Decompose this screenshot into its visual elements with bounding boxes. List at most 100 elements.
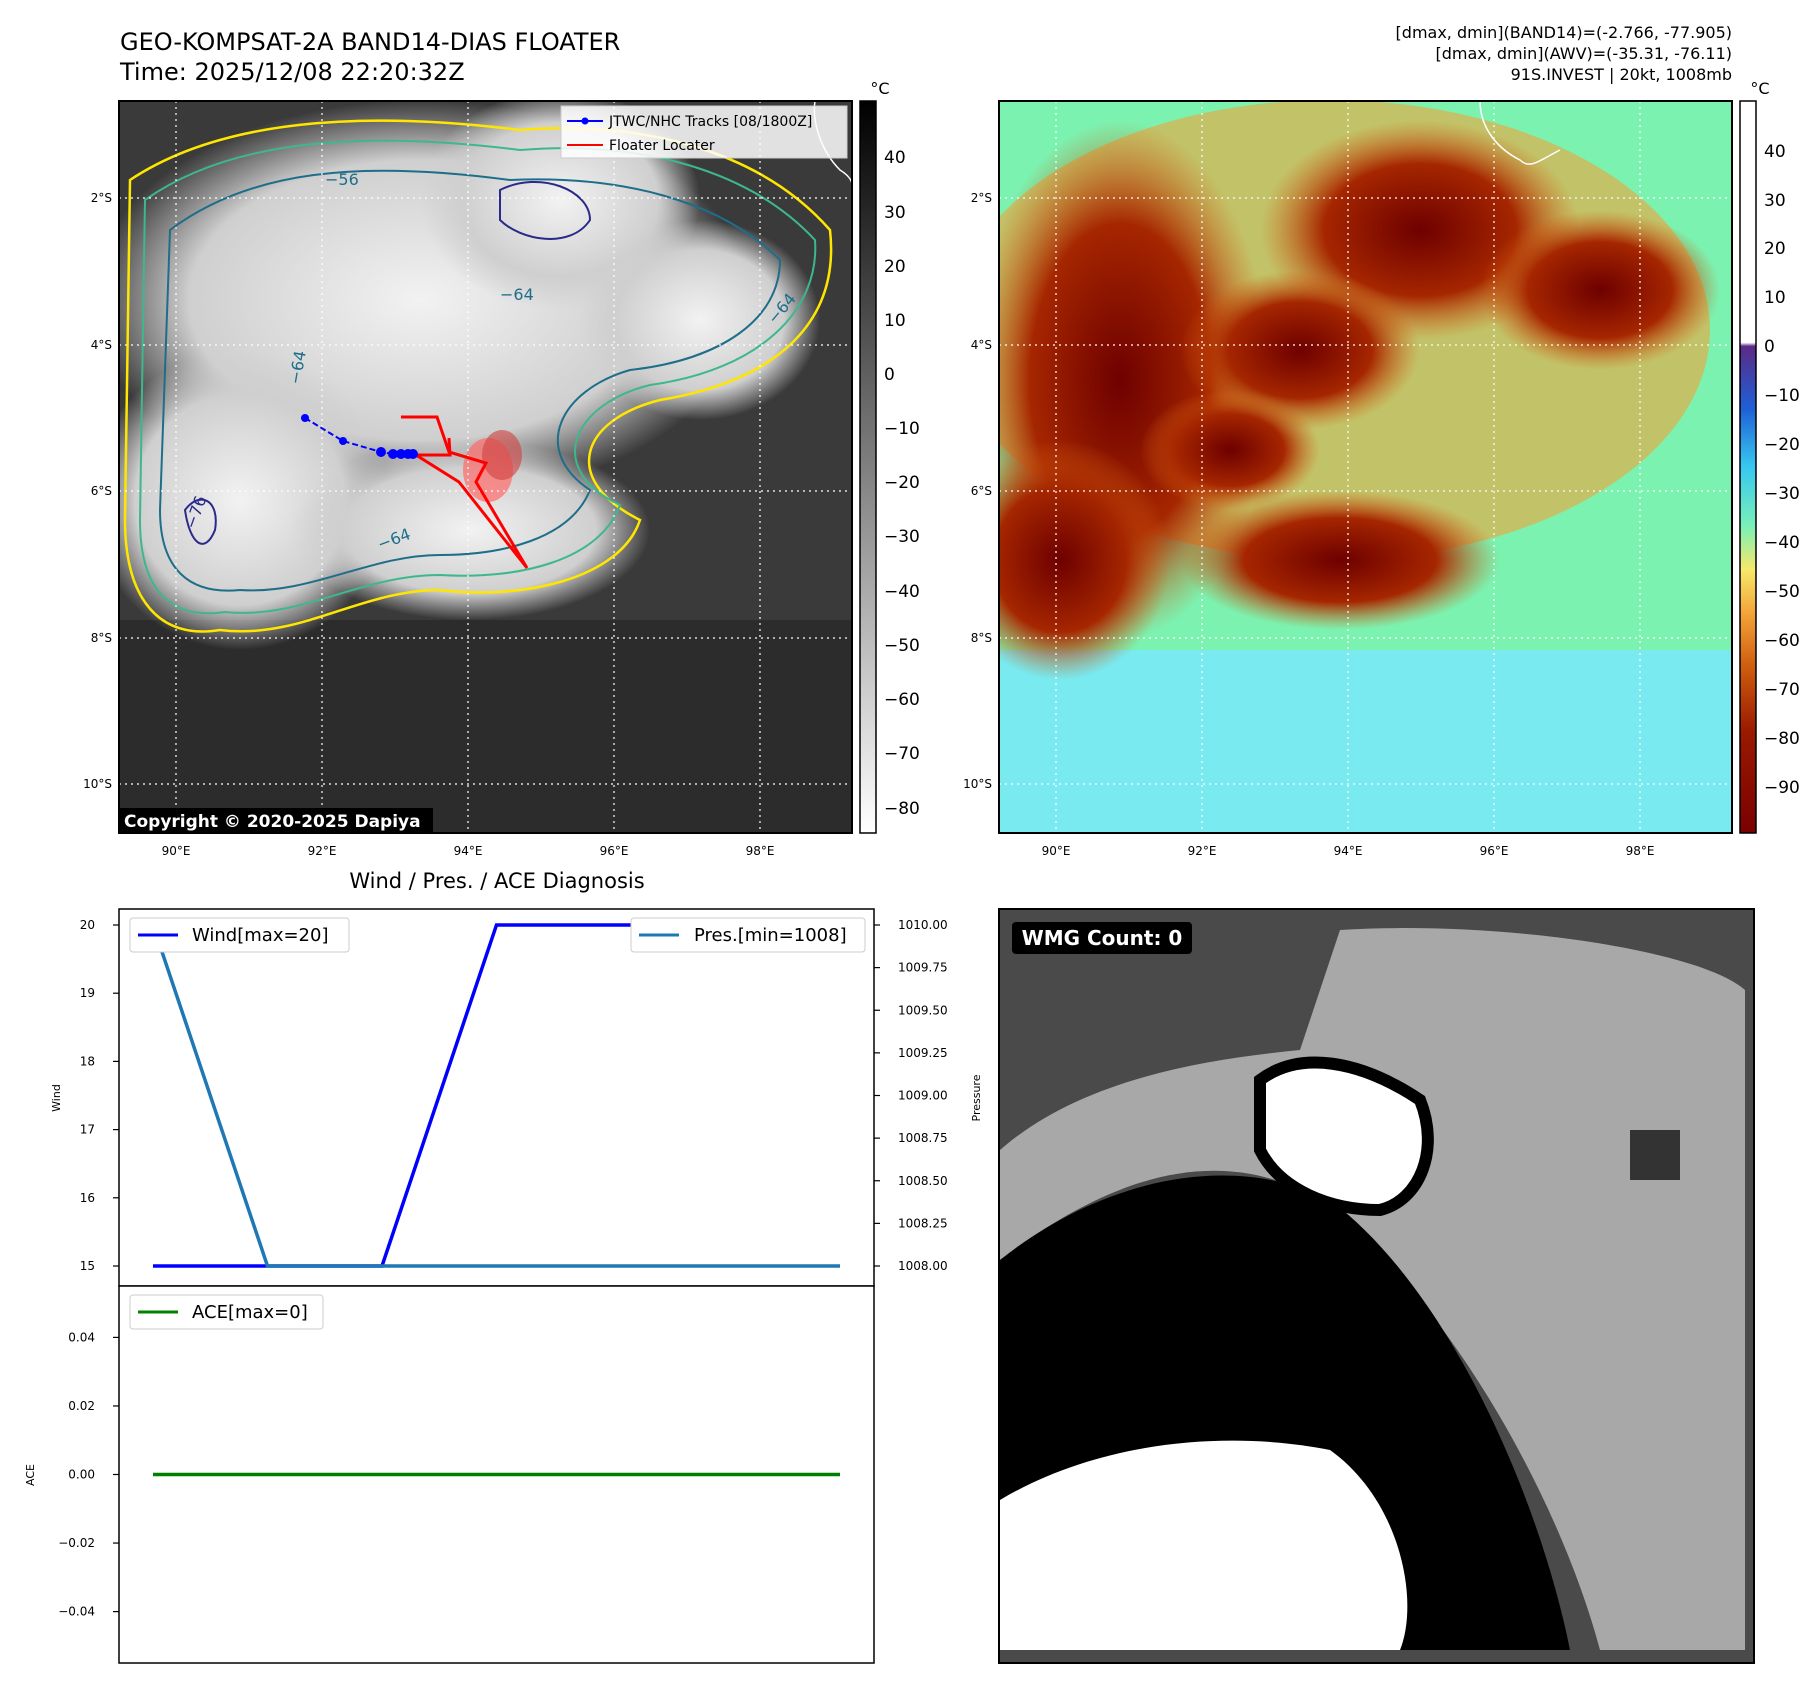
lon-label: 98°E — [1626, 844, 1655, 858]
colorbar-tick: −50 — [1764, 582, 1800, 602]
colorbar-tick: −40 — [1764, 533, 1800, 553]
legend-label-ace: ACE[max=0] — [192, 1302, 308, 1323]
ace-tick-label: 0.02 — [68, 1399, 95, 1413]
colorbar-tick: −80 — [884, 799, 920, 819]
ace-tick-label: 0.00 — [68, 1468, 95, 1482]
floater-locater-line — [401, 415, 529, 569]
color-frame — [998, 100, 1733, 834]
pressure-series-line — [151, 924, 840, 1268]
wind-tick-label: 17 — [80, 1123, 95, 1137]
colorbar-tick: −40 — [884, 582, 920, 602]
pressure-tick-label: 1008.75 — [898, 1131, 948, 1145]
lon-label: 94°E — [454, 844, 483, 858]
colorbar-tick: −30 — [884, 527, 920, 547]
diagnosis-title: Wind / Pres. / ACE Diagnosis — [349, 869, 644, 893]
ir-colorbar-ticks: 40 30 20 10 0 −10 −20 −30 −40 −50 −60 −7… — [884, 148, 920, 819]
lon-label: 96°E — [1480, 844, 1509, 858]
lat-label: 6°S — [971, 484, 992, 498]
colorbar-tick: 0 — [884, 365, 895, 385]
pressure-tick-label: 1008.50 — [898, 1174, 948, 1188]
lat-label: 10°S — [83, 777, 112, 791]
ir-axis-labels: 90°E 92°E 94°E 96°E 98°E 2°S 4°S 6°S 8°S… — [83, 191, 774, 858]
ace-tick-label: −0.04 — [58, 1605, 95, 1619]
color-colorbar-ticks: 40 30 20 10 0 −10 −20 −30 −40 −50 −60 −7… — [1764, 142, 1800, 798]
copyright-label: Copyright © 2020-2025 Dapiya — [124, 812, 421, 832]
ir-panel: −64 −76 −64 −64 −56 −64 Copyright © 2020… — [83, 79, 920, 858]
lon-label: 96°E — [600, 844, 629, 858]
pressure-tick-label: 1009.25 — [898, 1046, 948, 1060]
wind-tick-label: 15 — [80, 1259, 95, 1273]
lat-label: 10°S — [963, 777, 992, 791]
wmg-count-label: WMG Count: 0 — [1022, 926, 1183, 950]
pressure-tick-label: 1008.00 — [898, 1259, 948, 1273]
wmg-panel: WMG Count: 0 — [998, 908, 1755, 1664]
wind-tick-label: 18 — [80, 1054, 95, 1068]
figure-title-line2: Time: 2025/12/08 22:20:32Z — [119, 58, 465, 86]
pressure-tick-label: 1008.25 — [898, 1216, 948, 1230]
lon-label: 94°E — [1334, 844, 1363, 858]
wind-legend: Wind[max=20] — [129, 917, 350, 953]
pressure-tick-label: 1009.00 — [898, 1089, 948, 1103]
wind-axis-label: Wind — [50, 1084, 63, 1112]
lat-label: 6°S — [91, 484, 112, 498]
ace-legend: ACE[max=0] — [129, 1294, 324, 1330]
colorbar-tick: −50 — [884, 636, 920, 656]
ace-tick-label: −0.02 — [58, 1536, 95, 1550]
lon-label: 98°E — [746, 844, 775, 858]
contour-label: −56 — [325, 170, 359, 189]
lon-label: 92°E — [1188, 844, 1217, 858]
legend-label-locater: Floater Locater — [609, 138, 715, 154]
ace-tick-label: 0.04 — [68, 1330, 95, 1344]
colorbar-tick: 20 — [1764, 239, 1786, 259]
lon-label: 90°E — [162, 844, 191, 858]
lat-label: 8°S — [971, 631, 992, 645]
colorbar-tick: 40 — [884, 148, 906, 168]
color-colorbar-unit: °C — [1750, 79, 1769, 98]
ace-chart: ACE −0.04 −0.02 0.00 0.02 0.04 ACE[max=0] — [24, 1285, 875, 1664]
colorbar-tick: −60 — [1764, 631, 1800, 651]
lat-label: 4°S — [91, 338, 112, 352]
wmg-frame — [998, 908, 1755, 1664]
colorbar-tick: −70 — [1764, 680, 1800, 700]
info-line1: [dmax, dmin](BAND14)=(-2.766, -77.905) — [1396, 23, 1732, 42]
colorbar-tick: −90 — [1764, 778, 1800, 798]
legend-label-track: JTWC/NHC Tracks [08/1800Z] — [608, 114, 812, 130]
wind-tick-label: 19 — [80, 986, 95, 1000]
color-axis-labels: 90°E 92°E 94°E 96°E 98°E 2°S 4°S 6°S 8°S… — [963, 191, 1654, 858]
colorbar-tick: −10 — [1764, 386, 1800, 406]
lat-label: 2°S — [971, 191, 992, 205]
colorbar-tick: −70 — [884, 744, 920, 764]
colorbar-tick: −60 — [884, 690, 920, 710]
pressure-axis-label: Pressure — [970, 1074, 983, 1121]
ir-image: −64 −76 −64 −64 −56 −64 Copyright © 2020… — [119, 101, 852, 833]
figure-title-line1: GEO-KOMPSAT-2A BAND14-DIAS FLOATER — [120, 28, 620, 56]
colorbar-tick: 30 — [884, 203, 906, 223]
lat-label: 2°S — [91, 191, 112, 205]
colorbar-tick: −80 — [1764, 729, 1800, 749]
ir-colorbar-unit: °C — [870, 79, 889, 98]
color-colorbar — [1739, 100, 1757, 834]
ir-colorbar — [859, 100, 877, 834]
wind-pressure-chart: Wind Pressure 15 16 17 18 19 20 1008.00 1008.2… — [50, 908, 983, 1287]
ir-frame — [118, 100, 853, 834]
lon-label: 90°E — [1042, 844, 1071, 858]
colorbar-tick: 10 — [884, 311, 906, 331]
info-line3: 91S.INVEST | 20kt, 1008mb — [1511, 65, 1732, 84]
colorbar-tick: −10 — [884, 419, 920, 439]
colorbar-tick: 0 — [1764, 337, 1775, 357]
pressure-tick-label: 1010.00 — [898, 918, 948, 932]
lon-label: 92°E — [308, 844, 337, 858]
colorbar-tick: −30 — [1764, 484, 1800, 504]
wind-tick-label: 20 — [80, 918, 95, 932]
jtwc-track-points — [301, 414, 418, 459]
contour-label: −64 — [500, 285, 534, 304]
pressure-legend: Pres.[min=1008] — [630, 917, 866, 953]
colorbar-tick: 40 — [1764, 142, 1786, 162]
color-panel: 90°E 92°E 94°E 96°E 98°E 2°S 4°S 6°S 8°S… — [963, 79, 1800, 858]
legend-label-wind: Wind[max=20] — [192, 925, 329, 946]
wind-plot-area — [118, 908, 875, 1287]
wmg-label-box — [1012, 922, 1192, 954]
colorbar-tick: 30 — [1764, 191, 1786, 211]
colorbar-tick: 10 — [1764, 288, 1786, 308]
